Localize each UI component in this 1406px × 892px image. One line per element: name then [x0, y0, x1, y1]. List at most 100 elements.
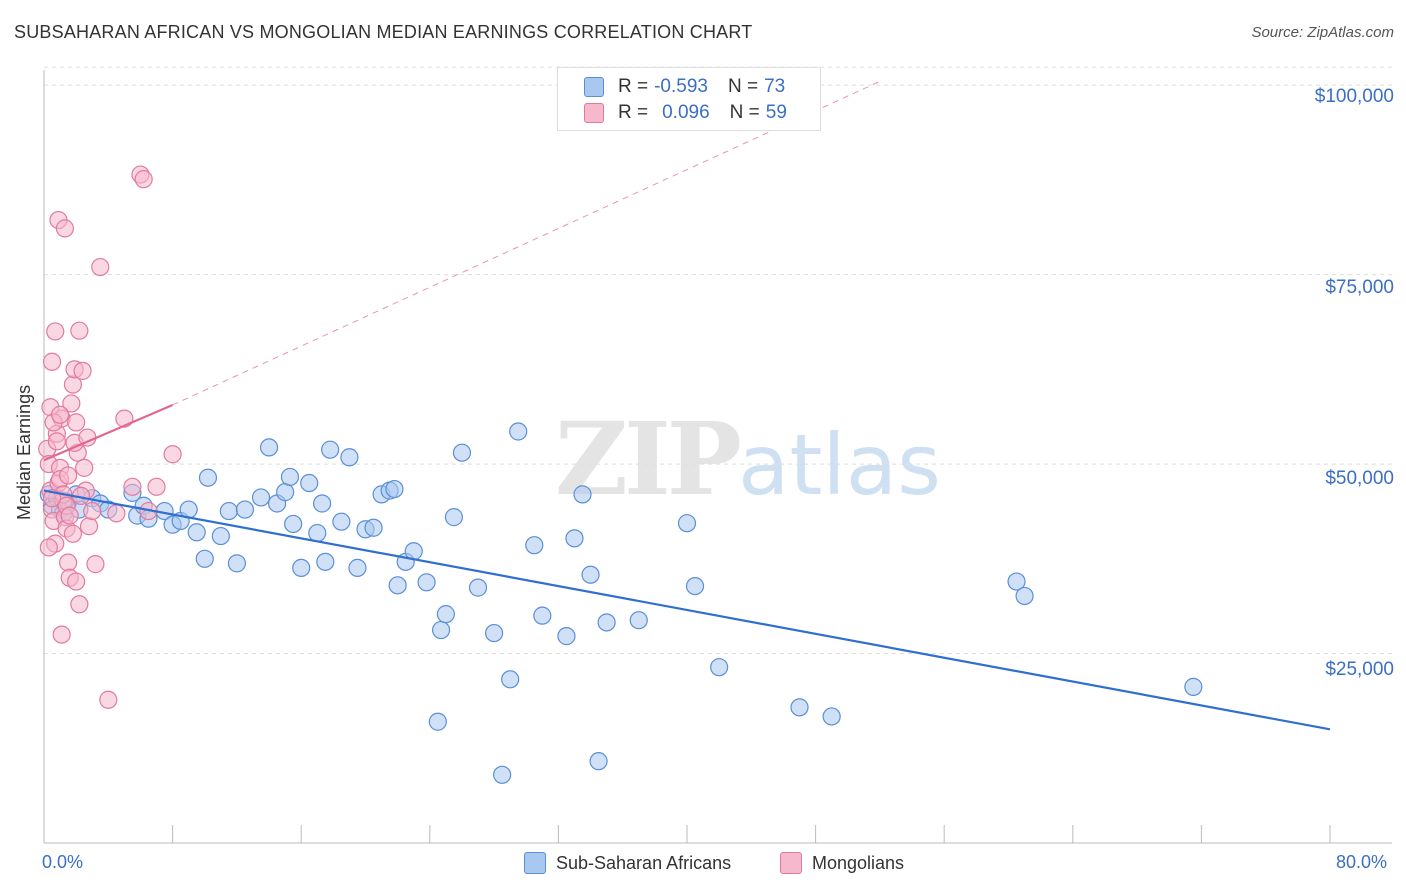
y-axis-title: Median Earnings: [14, 384, 34, 520]
data-point: [677, 514, 697, 533]
data-point: [67, 572, 86, 591]
data-point: [685, 576, 705, 596]
data-point: [73, 361, 92, 380]
data-point: [431, 620, 451, 640]
data-point: [235, 500, 255, 519]
data-point: [312, 494, 332, 513]
bottom-legend-pink: Mongolians: [780, 852, 904, 874]
data-point: [59, 466, 78, 485]
data-point: [70, 321, 89, 340]
legend-n-value: 73: [764, 76, 786, 97]
data-point: [42, 352, 62, 371]
legend-r-value: 0.096: [662, 102, 710, 123]
correlation-legend: R = -0.593 N = 73 R = 0.096 N = 59: [557, 67, 821, 131]
x-tick-label-max: 80.0%: [1336, 852, 1388, 872]
data-point: [436, 605, 455, 624]
data-point: [211, 526, 230, 546]
data-point: [1007, 572, 1026, 591]
data-point: [509, 422, 528, 441]
legend-n-label: N =: [729, 102, 760, 123]
data-point: [75, 458, 94, 477]
data-point: [340, 448, 359, 467]
data-point: [70, 595, 89, 614]
chart-title: SUBSAHARAN AFRICAN VS MONGOLIAN MEDIAN E…: [14, 22, 753, 42]
legend-swatch-pink: [584, 103, 604, 123]
data-point: [107, 504, 126, 523]
legend-row-pink: R = 0.096 N = 59: [584, 102, 787, 124]
data-point: [251, 488, 271, 507]
data-point: [790, 698, 809, 717]
data-point: [39, 538, 58, 557]
data-point: [91, 257, 110, 277]
bottom-legend-swatch-blue: [524, 852, 546, 874]
data-point: [147, 477, 166, 496]
series-sub-saharan-africans: [39, 422, 1203, 784]
data-point: [348, 558, 367, 578]
data-point: [364, 518, 383, 537]
data-point: [227, 554, 246, 573]
data-point: [597, 613, 616, 632]
data-point: [493, 765, 512, 784]
data-point: [187, 523, 206, 542]
data-point: [123, 477, 142, 496]
data-point: [60, 506, 79, 525]
source-label: Source: ZipAtlas.com: [1251, 24, 1394, 41]
data-point: [321, 440, 340, 459]
y-tick-label: $25,000: [1325, 659, 1394, 680]
data-point: [501, 670, 520, 689]
data-point: [468, 578, 488, 597]
data-point: [581, 565, 600, 584]
y-tick-label: $50,000: [1325, 468, 1394, 489]
trendline-sub-saharan-africans: [43, 489, 1331, 731]
data-point: [300, 473, 319, 493]
y-tick-label: $75,000: [1325, 277, 1394, 298]
data-point: [276, 483, 295, 502]
data-point: [67, 413, 86, 432]
data-point: [332, 512, 351, 531]
bottom-legend-label-pink: Mongolians: [812, 852, 905, 873]
data-point: [308, 523, 327, 543]
x-tick-label-min: 0.0%: [42, 852, 84, 872]
trendline-mongolians-solid: [43, 403, 174, 462]
data-point: [163, 445, 182, 464]
legend-r-value: -0.593: [654, 76, 708, 97]
data-point: [589, 752, 608, 771]
data-point: [629, 611, 648, 630]
data-point: [79, 517, 99, 536]
bottom-legend-label-blue: Sub-Saharan Africans: [556, 852, 732, 873]
data-point: [59, 553, 78, 572]
data-point: [198, 468, 218, 487]
data-point: [83, 501, 102, 521]
series-mongolians: [38, 165, 182, 709]
data-point: [388, 576, 407, 595]
data-point: [99, 690, 118, 709]
data-point: [565, 529, 584, 548]
y-tick-label: $100,000: [1314, 86, 1394, 107]
data-point: [47, 432, 66, 451]
data-point: [280, 467, 300, 487]
data-point: [62, 394, 81, 413]
bottom-legend-blue: Sub-Saharan Africans: [524, 852, 731, 874]
data-point: [86, 555, 105, 574]
data-point: [1184, 677, 1203, 696]
data-point: [428, 712, 447, 731]
data-point: [573, 485, 592, 504]
data-point: [1015, 586, 1034, 606]
data-point: [259, 438, 279, 457]
data-point: [452, 443, 472, 462]
data-point: [46, 322, 65, 341]
watermark-atlas: atlas: [737, 416, 941, 514]
legend-row-blue: R = -0.593 N = 73: [584, 76, 785, 98]
data-point: [710, 658, 729, 677]
data-point: [284, 514, 303, 534]
data-point: [292, 558, 311, 578]
trendlines: [43, 80, 1331, 731]
data-point: [822, 707, 841, 726]
data-point: [385, 479, 404, 499]
data-point: [219, 501, 238, 521]
data-point: [134, 170, 153, 189]
legend-n-label: N =: [727, 76, 759, 97]
trendline-mongolians-dashed: [172, 80, 881, 406]
data-point: [444, 508, 464, 527]
